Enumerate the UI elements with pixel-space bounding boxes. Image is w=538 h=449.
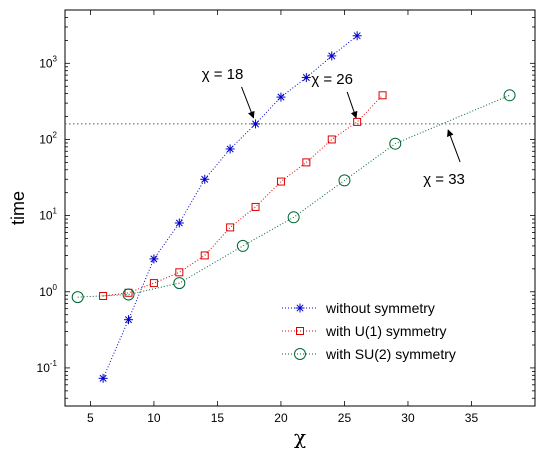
data-point	[251, 202, 260, 211]
series-line	[103, 94, 383, 297]
x-tick-label: 5	[87, 411, 94, 425]
x-tick-label: 10	[147, 411, 161, 425]
data-point	[378, 91, 387, 100]
data-point	[301, 73, 311, 83]
data-point	[200, 251, 209, 260]
data-point	[389, 137, 402, 150]
asterisk-stroke	[175, 219, 183, 227]
data-point	[174, 218, 184, 228]
legend-marker	[294, 348, 306, 360]
annotation-arrow	[241, 86, 255, 119]
legend-label: without symmetry	[325, 300, 435, 316]
data-point	[352, 31, 362, 41]
x-tick-label: 30	[401, 411, 415, 425]
data-point	[122, 288, 135, 301]
asterisk-stroke	[226, 145, 234, 153]
x-tick-label: 35	[465, 411, 479, 425]
asterisk-stroke	[99, 374, 107, 382]
data-point	[302, 158, 311, 167]
x-tick-label: 20	[274, 411, 288, 425]
y-tick-label: 101	[39, 207, 57, 223]
asterisk-stroke	[296, 304, 304, 312]
data-point	[173, 277, 186, 290]
x-tick-label: 25	[338, 411, 352, 425]
legend-marker	[295, 303, 305, 313]
annotation-label: χ = 33	[423, 171, 465, 188]
annotation-label: χ = 26	[311, 71, 353, 88]
data-point	[503, 89, 516, 102]
data-point	[251, 119, 261, 129]
y-tick-label: 100	[39, 283, 57, 299]
y-tick-label: 10-1	[37, 359, 58, 375]
data-point	[327, 51, 337, 61]
asterisk-stroke	[302, 74, 310, 82]
data-point	[124, 315, 134, 325]
data-point	[327, 135, 336, 144]
series-1	[99, 91, 387, 300]
legend-label: with SU(2) symmetry	[325, 346, 456, 362]
data-point	[225, 144, 235, 154]
data-point	[200, 174, 210, 184]
legend-label: with U(1) symmetry	[325, 323, 447, 339]
legend-marker	[296, 327, 304, 335]
y-tick-label: 103	[39, 54, 57, 70]
annotation-arrow	[346, 91, 358, 119]
x-tick-label: 15	[211, 411, 225, 425]
asterisk-stroke	[328, 52, 336, 60]
data-point	[175, 268, 184, 277]
asterisk-stroke	[124, 316, 133, 324]
annotation-arrow	[447, 129, 461, 163]
series-0	[98, 31, 362, 383]
data-point	[338, 174, 351, 187]
data-point	[226, 223, 235, 232]
y-axis-label: time	[8, 191, 28, 225]
data-point	[276, 92, 286, 102]
plot-area: 5 10 15 20 25 30 35 10-1 100 101 102 103 χ time χ = 18…	[8, 9, 536, 449]
data-point	[98, 373, 108, 383]
data-point	[71, 291, 84, 304]
data-point	[149, 279, 158, 288]
data-point	[149, 254, 159, 264]
series-2	[71, 89, 516, 304]
legend: without symmetry with U(1) symmetry with S…	[282, 300, 456, 362]
series-line	[77, 94, 510, 298]
asterisk-stroke	[353, 32, 361, 40]
data-point	[124, 288, 133, 297]
asterisk-stroke	[150, 255, 158, 263]
data-point	[287, 211, 300, 224]
asterisk-stroke	[201, 175, 209, 183]
y-tick-label: 102	[39, 130, 57, 146]
data-point	[276, 177, 285, 186]
x-axis-label: χ	[294, 425, 306, 449]
data-point	[236, 239, 249, 252]
annotation-label: χ = 18	[202, 66, 244, 83]
asterisk-stroke	[252, 120, 260, 128]
asterisk-stroke	[277, 93, 285, 101]
axes-frame	[64, 9, 536, 407]
